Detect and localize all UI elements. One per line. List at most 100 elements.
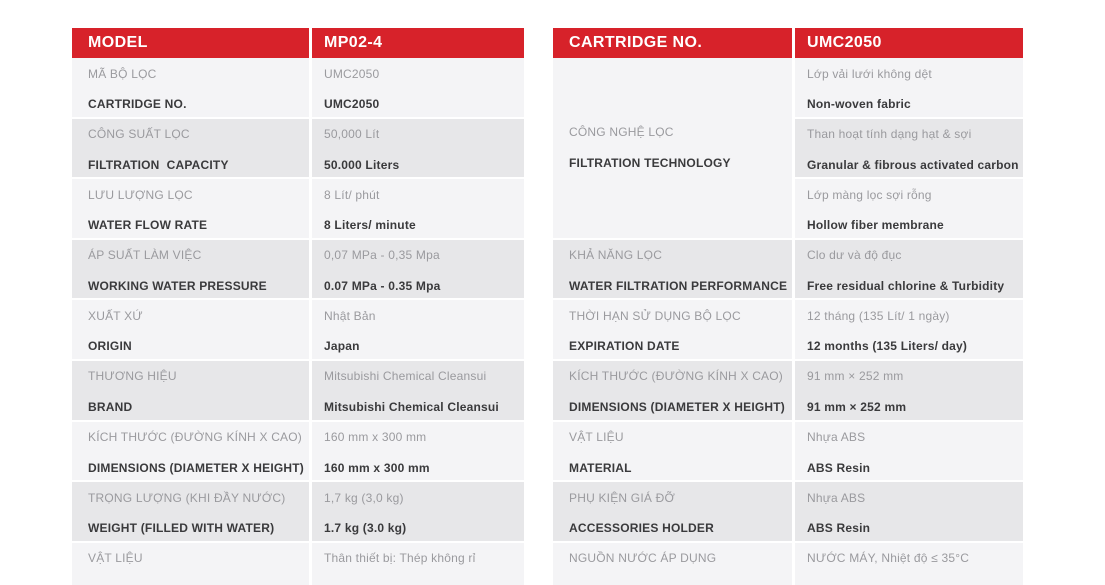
value-vi: Lớp vải lưới không dệt [807, 66, 932, 81]
value-en: ABS Resin [807, 460, 871, 475]
row-cartridge-no-value: UMC2050 UMC2050 [312, 58, 524, 119]
row-brand: THƯƠNG HIỆU BRAND Mitsubishi Chemical Cl… [72, 360, 524, 422]
label-en: WEIGHT (FILLED WITH WATER) [88, 521, 275, 536]
row-water-flow-rate: LƯU LƯỢNG LỌC WATER FLOW RATE 8 Lít/ phú… [72, 179, 524, 240]
value-en: Japan [324, 339, 360, 354]
label-en: WATER FILTRATION PERFORMANCE [569, 278, 788, 293]
value-vi: Mitsubishi Chemical Cleansui [324, 369, 487, 384]
row-accessories-holder: PHỤ KIỆN GIÁ ĐỠ ACCESSORIES HOLDER Nhựa … [553, 482, 1023, 543]
label-vi: CÔNG NGHỆ LỌC [569, 125, 674, 140]
row-filtration-performance-label: KHẢ NĂNG LỌC WATER FILTRATION PERFORMANC… [553, 239, 792, 301]
row-weight: TRỌNG LƯỢNG (KHI ĐẦY NƯỚC) WEIGHT (FILLE… [72, 482, 524, 543]
row-cartridge-dimensions-label: KÍCH THƯỚC (ĐƯỜNG KÍNH X CAO) DIMENSIONS… [553, 360, 792, 422]
row-cartridge-no: MÃ BỘ LỌC CARTRIDGE NO. UMC2050 UMC2050 [72, 58, 524, 119]
label-en: WORKING WATER PRESSURE [88, 278, 267, 293]
value-vi: 160 mm x 300 mm [324, 430, 427, 445]
label-vi: XUẤT XỨ [88, 308, 143, 323]
cartridge-spec-table: CARTRIDGE NO. UMC2050 CÔNG NGHỆ LỌC FILT… [553, 28, 1023, 585]
row-material-right-value: Nhựa ABS ABS Resin [795, 421, 1023, 483]
cartridge-header-value: UMC2050 [795, 28, 1023, 58]
row-brand-label: THƯƠNG HIỆU BRAND [72, 360, 309, 422]
row-material-left-label: VẬT LIỆU [72, 542, 309, 585]
row-weight-label: TRỌNG LƯỢNG (KHI ĐẦY NƯỚC) WEIGHT (FILLE… [72, 482, 309, 543]
tech-layer-membrane: Lớp màng lọc sợi rỗng Hollow fiber membr… [795, 179, 1023, 240]
cartridge-header-label: CARTRIDGE NO. [553, 28, 792, 58]
value-vi: 12 tháng (135 Lít/ 1 ngày) [807, 308, 950, 323]
cartridge-table-header: CARTRIDGE NO. UMC2050 [553, 28, 1023, 58]
row-filtration-performance-value: Clo dư và độ đục Free residual chlorine … [795, 239, 1023, 301]
value-en: 1.7 kg (3.0 kg) [324, 521, 407, 536]
tech-layer-nonwoven: Lớp vải lưới không dệt Non-woven fabric [795, 58, 1023, 119]
row-expiration-date: THỜI HẠN SỬ DỤNG BỘ LỌC EXPIRATION DATE … [553, 300, 1023, 361]
row-filtration-capacity-value: 50,000 Lít 50.000 Liters [312, 118, 524, 180]
label-en: EXPIRATION DATE [569, 339, 680, 354]
value-vi: Clo dư và độ đục [807, 248, 902, 263]
row-expiration-date-value: 12 tháng (135 Lít/ 1 ngày) 12 months (13… [795, 300, 1023, 361]
row-material-left-value: Thân thiết bị: Thép không rỉ [312, 542, 524, 585]
value-en: Non-woven fabric [807, 97, 911, 111]
row-filtration-capacity: CÔNG SUẤT LỌC FILTRATION CAPACITY 50,000… [72, 118, 524, 180]
row-origin-label: XUẤT XỨ ORIGIN [72, 300, 309, 361]
value-en: 8 Liters/ minute [324, 218, 416, 233]
value-vi: NƯỚC MÁY, Nhiệt độ ≤ 35°C [807, 551, 970, 566]
label-vi: KHẢ NĂNG LỌC [569, 248, 663, 263]
label-vi: VẬT LIỆU [88, 551, 143, 566]
value-vi: Nhựa ABS [807, 430, 866, 445]
row-material-right: VẬT LIỆU MATERIAL Nhựa ABS ABS Resin [553, 421, 1023, 483]
row-weight-value: 1,7 kg (3,0 kg) 1.7 kg (3.0 kg) [312, 482, 524, 543]
row-origin-value: Nhật Bản Japan [312, 300, 524, 361]
label-en: DIMENSIONS (DIAMETER X HEIGHT) [88, 460, 305, 475]
label-vi: KÍCH THƯỚC (ĐƯỜNG KÍNH X CAO) [569, 369, 783, 384]
value-en: 50.000 Liters [324, 157, 400, 172]
label-vi: KÍCH THƯỚC (ĐƯỜNG KÍNH X CAO) [88, 430, 302, 445]
value-vi: Than hoạt tính dạng hạt & sợi [807, 127, 972, 142]
label-en: WATER FLOW RATE [88, 218, 208, 233]
row-expiration-date-label: THỜI HẠN SỬ DỤNG BỘ LỌC EXPIRATION DATE [553, 300, 792, 361]
row-water-source: NGUỒN NƯỚC ÁP DỤNG NƯỚC MÁY, Nhiệt độ ≤ … [553, 542, 1023, 585]
label-vi: MÃ BỘ LỌC [88, 66, 157, 81]
label-en: BRAND [88, 399, 133, 414]
row-material-right-label: VẬT LIỆU MATERIAL [553, 421, 792, 483]
label-vi: TRỌNG LƯỢNG (KHI ĐẦY NƯỚC) [88, 490, 286, 505]
row-dimensions-label: KÍCH THƯỚC (ĐƯỜNG KÍNH X CAO) DIMENSIONS… [72, 421, 309, 483]
row-filtration-technology: CÔNG NGHỆ LỌC FILTRATION TECHNOLOGY Lớp … [553, 58, 1023, 240]
value-en: ABS Resin [807, 521, 871, 536]
label-en: FILTRATION CAPACITY [88, 157, 229, 172]
model-header-value: MP02-4 [312, 28, 524, 58]
value-vi: 50,000 Lít [324, 127, 380, 142]
value-vi: 0,07 MPa - 0,35 Mpa [324, 248, 440, 263]
row-brand-value: Mitsubishi Chemical Cleansui Mitsubishi … [312, 360, 524, 422]
row-working-pressure: ÁP SUẤT LÀM VIỆC WORKING WATER PRESSURE … [72, 239, 524, 301]
row-cartridge-dimensions-value: 91 mm × 252 mm 91 mm × 252 mm [795, 360, 1023, 422]
row-dimensions: KÍCH THƯỚC (ĐƯỜNG KÍNH X CAO) DIMENSIONS… [72, 421, 524, 483]
row-origin: XUẤT XỨ ORIGIN Nhật Bản Japan [72, 300, 524, 361]
row-working-pressure-value: 0,07 MPa - 0,35 Mpa 0.07 MPa - 0.35 Mpa [312, 239, 524, 301]
value-vi: 1,7 kg (3,0 kg) [324, 490, 404, 505]
value-vi: UMC2050 [324, 66, 380, 81]
value-en: 0.07 MPa - 0.35 Mpa [324, 278, 441, 293]
label-vi: ÁP SUẤT LÀM VIỆC [88, 248, 202, 263]
value-vi: 8 Lít/ phút [324, 187, 380, 202]
value-en: Hollow fiber membrane [807, 218, 944, 233]
label-vi: THỜI HẠN SỬ DỤNG BỘ LỌC [569, 308, 741, 323]
row-water-source-label: NGUỒN NƯỚC ÁP DỤNG [553, 542, 792, 585]
row-filtration-capacity-label: CÔNG SUẤT LỌC FILTRATION CAPACITY [72, 118, 309, 180]
value-en: 160 mm x 300 mm [324, 460, 430, 475]
row-cartridge-dimensions: KÍCH THƯỚC (ĐƯỜNG KÍNH X CAO) DIMENSIONS… [553, 360, 1023, 422]
label-en: ORIGIN [88, 339, 132, 354]
label-en: FILTRATION TECHNOLOGY [569, 155, 731, 170]
model-spec-table: MODEL MP02-4 MÃ BỘ LỌC CARTRIDGE NO. UMC… [72, 28, 524, 585]
row-working-pressure-label: ÁP SUẤT LÀM VIỆC WORKING WATER PRESSURE [72, 239, 309, 301]
value-en: Free residual chlorine & Turbidity [807, 278, 1005, 293]
label-en: DIMENSIONS (DIAMETER X HEIGHT) [569, 399, 786, 414]
row-dimensions-value: 160 mm x 300 mm 160 mm x 300 mm [312, 421, 524, 483]
label-en: MATERIAL [569, 460, 632, 475]
value-en: Mitsubishi Chemical Cleansui [324, 399, 499, 414]
row-filtration-performance: KHẢ NĂNG LỌC WATER FILTRATION PERFORMANC… [553, 239, 1023, 301]
value-en: 91 mm × 252 mm [807, 399, 907, 414]
row-filtration-technology-values: Lớp vải lưới không dệt Non-woven fabric … [795, 58, 1023, 240]
label-en: CARTRIDGE NO. [88, 97, 187, 111]
value-vi: Nhựa ABS [807, 490, 866, 505]
row-water-flow-rate-label: LƯU LƯỢNG LỌC WATER FLOW RATE [72, 179, 309, 240]
value-vi: 91 mm × 252 mm [807, 369, 904, 384]
